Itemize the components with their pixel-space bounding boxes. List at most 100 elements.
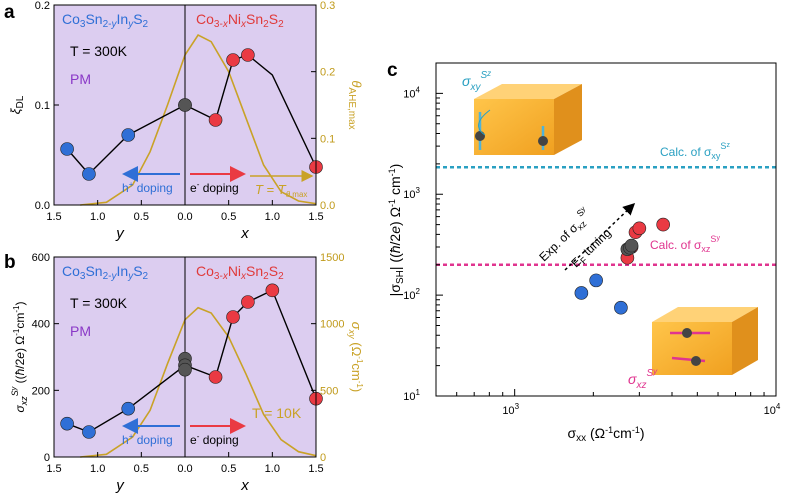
- panel-a-electron-label: e- doping: [190, 180, 239, 195]
- panel-b-red-point: [226, 310, 240, 324]
- panel-c-gray-point: [624, 238, 639, 253]
- panel-c-red-point: [656, 217, 670, 232]
- panel-b-y-tick-label: 200: [32, 385, 50, 397]
- panel-c-reference-lines: [436, 166, 776, 267]
- panel-b-temperature: T = 300K: [70, 295, 128, 311]
- panel-c-y-tick-label: 103: [403, 186, 420, 201]
- inset-top-path: [478, 109, 491, 136]
- panel-a-x-left-tick-label: 1.0: [90, 211, 105, 223]
- inset-top-electron-2: [538, 136, 548, 146]
- panel-b-x-right-tick-label: 1.0: [265, 463, 280, 475]
- panel-b-x-right-tick-label: 1.5: [308, 463, 323, 475]
- panel-b-gold-label: T = 10K: [252, 405, 302, 421]
- panel-a-x-left-tick-label: 0.0: [177, 211, 192, 223]
- panel-b-y-label: σxzSy ((ħ/2e) Ω-1cm-1): [10, 301, 29, 412]
- panel-c-y-tick-label: 102: [403, 287, 420, 302]
- panel-b-electron-label: e- doping: [190, 432, 239, 447]
- panel-b-x-left-tick-label: 0.5: [134, 463, 149, 475]
- inset-top-box-front-face: [474, 99, 554, 155]
- panel-b-red-point: [208, 370, 223, 384]
- panel-a-phase: PM: [70, 71, 91, 87]
- panel-b-phase: PM: [70, 323, 91, 339]
- panel-b-y-tick-label: 0: [44, 452, 50, 464]
- panel-a-x-left-label: y: [115, 225, 125, 242]
- panel-a-temperature: T = 300K: [70, 43, 128, 59]
- panel-b-y2-label: σxy (Ω-1cm-1): [347, 322, 364, 392]
- panel-c-letter: c: [387, 60, 398, 81]
- panel-a-red-point: [208, 113, 223, 127]
- panel-b-red-point: [265, 283, 280, 298]
- panel-a-y2-tick-label: 0.2: [320, 67, 335, 79]
- panel-b-y-tick-label: 400: [32, 319, 50, 331]
- panel-a-red-point: [226, 53, 240, 67]
- panel-a-x-right-tick-label: 1.5: [308, 211, 323, 223]
- panel-b-y-tick-label: 600: [32, 252, 50, 264]
- inset-top-label: σxySz: [462, 69, 491, 93]
- inset-top-box: σxySz: [462, 69, 582, 155]
- panel-c-blue-point: [589, 273, 603, 288]
- panel-a-x-right-label: x: [240, 225, 249, 242]
- panel-a-x-right-tick-label: 1.0: [265, 211, 280, 223]
- panel-c-magenta-label: Calc. of σxzSy: [650, 234, 720, 254]
- panel-a-y2-label: θAHE,max: [346, 80, 364, 129]
- panel-a-x-right-tick-label: 0.5: [221, 211, 236, 223]
- panel-b-blue-point: [82, 425, 96, 439]
- panel-b-y2-tick-label: 1500: [320, 252, 344, 264]
- panel-c-cyan-label: Calc. of σxySz: [660, 141, 730, 161]
- inset-top-box-side-face: [554, 84, 582, 155]
- panel-c-y-tick-label: 104: [403, 85, 420, 100]
- panel-b-y2-tick-label: 500: [320, 385, 338, 397]
- panel-a-blue-point: [60, 142, 74, 156]
- panel-c-tuning-arrow: [564, 202, 636, 271]
- panel-a-hole-label: h+ doping: [122, 180, 173, 195]
- panel-c-frame: [435, 62, 777, 397]
- panel-c-red-point: [632, 221, 647, 236]
- panel-a-y-tick-label: 0.1: [35, 100, 50, 112]
- panel-a-y-label: ξDL: [8, 95, 26, 114]
- panel-b-hole-label: h+ doping: [122, 432, 173, 447]
- inset-bottom-box-front-face: [652, 322, 732, 375]
- inset-bottom-box: σxzSy: [628, 307, 758, 391]
- panel-c-y-tick-label: 101: [403, 388, 420, 403]
- panel-a-y2-tick-label: 0.3: [320, 0, 335, 12]
- panel-a-red-point: [241, 48, 255, 62]
- panel-b-x-left-tick-label: 1.0: [90, 463, 105, 475]
- panel-b-ticks: 0 200 400 600 0 500 1000 1500 1.5 1.0 0.5 0.0 0.5 1.0…: [32, 252, 345, 475]
- panel-c-blue-point: [574, 286, 589, 300]
- panel-a-x-left-tick-label: 1.5: [46, 211, 61, 223]
- panel-c-points: [574, 217, 670, 315]
- panel-b-letter: b: [4, 252, 16, 273]
- panel-b-y2-tick-label: 0: [320, 452, 326, 464]
- panel-a-x-left-tick-label: 0.5: [134, 211, 149, 223]
- inset-bottom-label: σxzSy: [628, 367, 658, 391]
- panel-a-y-tick-label: 0.0: [35, 200, 50, 212]
- panel-c-x-label: σxx (Ω-1cm-1): [567, 425, 644, 444]
- panel-a-blue-point: [121, 128, 136, 142]
- panel-b-blue-point: [60, 416, 74, 431]
- panel-c-y-label: |σSH| ((ħ/2e) Ω-1 cm-1): [387, 164, 406, 297]
- panel-a-blue-point: [82, 167, 96, 181]
- panel-a-letter: a: [4, 2, 15, 23]
- panel-b-right-material: Co3-xNixSn2S2: [196, 263, 284, 282]
- inset-top-electron-1: [475, 131, 485, 141]
- panel-b-x-right-tick-label: 0.5: [221, 463, 236, 475]
- panel-c-blue-point: [614, 300, 628, 315]
- panel-a-gray-point: [178, 98, 192, 112]
- inset-top-box-top-face: [474, 84, 582, 99]
- panel-b-x-left-label: y: [115, 477, 125, 494]
- inset-bottom-box-top-face: [652, 307, 758, 322]
- panel-a-y-tick-label: 0.2: [35, 0, 50, 12]
- panel-b-x-left-tick-label: 0.0: [177, 463, 192, 475]
- panel-b-blue-point: [121, 401, 136, 416]
- panel-b: b 0 200 400 600 0 500 1000 1500 1.5 1.0 0.5 0.0 0.5 1…: [4, 252, 364, 494]
- panel-a-y2-tick-label: 0.0: [320, 200, 335, 212]
- inset-bottom-box-side-face: [732, 307, 758, 375]
- panel-b-y2-tick-label: 1000: [320, 319, 344, 331]
- panel-b-red-point: [241, 295, 255, 309]
- panel-a: a 0.0 0.1 0.2 0.0 0.1 0.2 0.3 1.5 1.0 0.5 0.0 0.5 1.…: [4, 0, 364, 242]
- panel-c-x-tick-label: 103: [502, 402, 519, 417]
- panel-a-ticks: 0.0 0.1 0.2 0.0 0.1 0.2 0.3 1.5 1.0 0.5 0.0 0.5 1.0 1…: [35, 0, 336, 223]
- inset-bottom-electron-2: [691, 356, 701, 366]
